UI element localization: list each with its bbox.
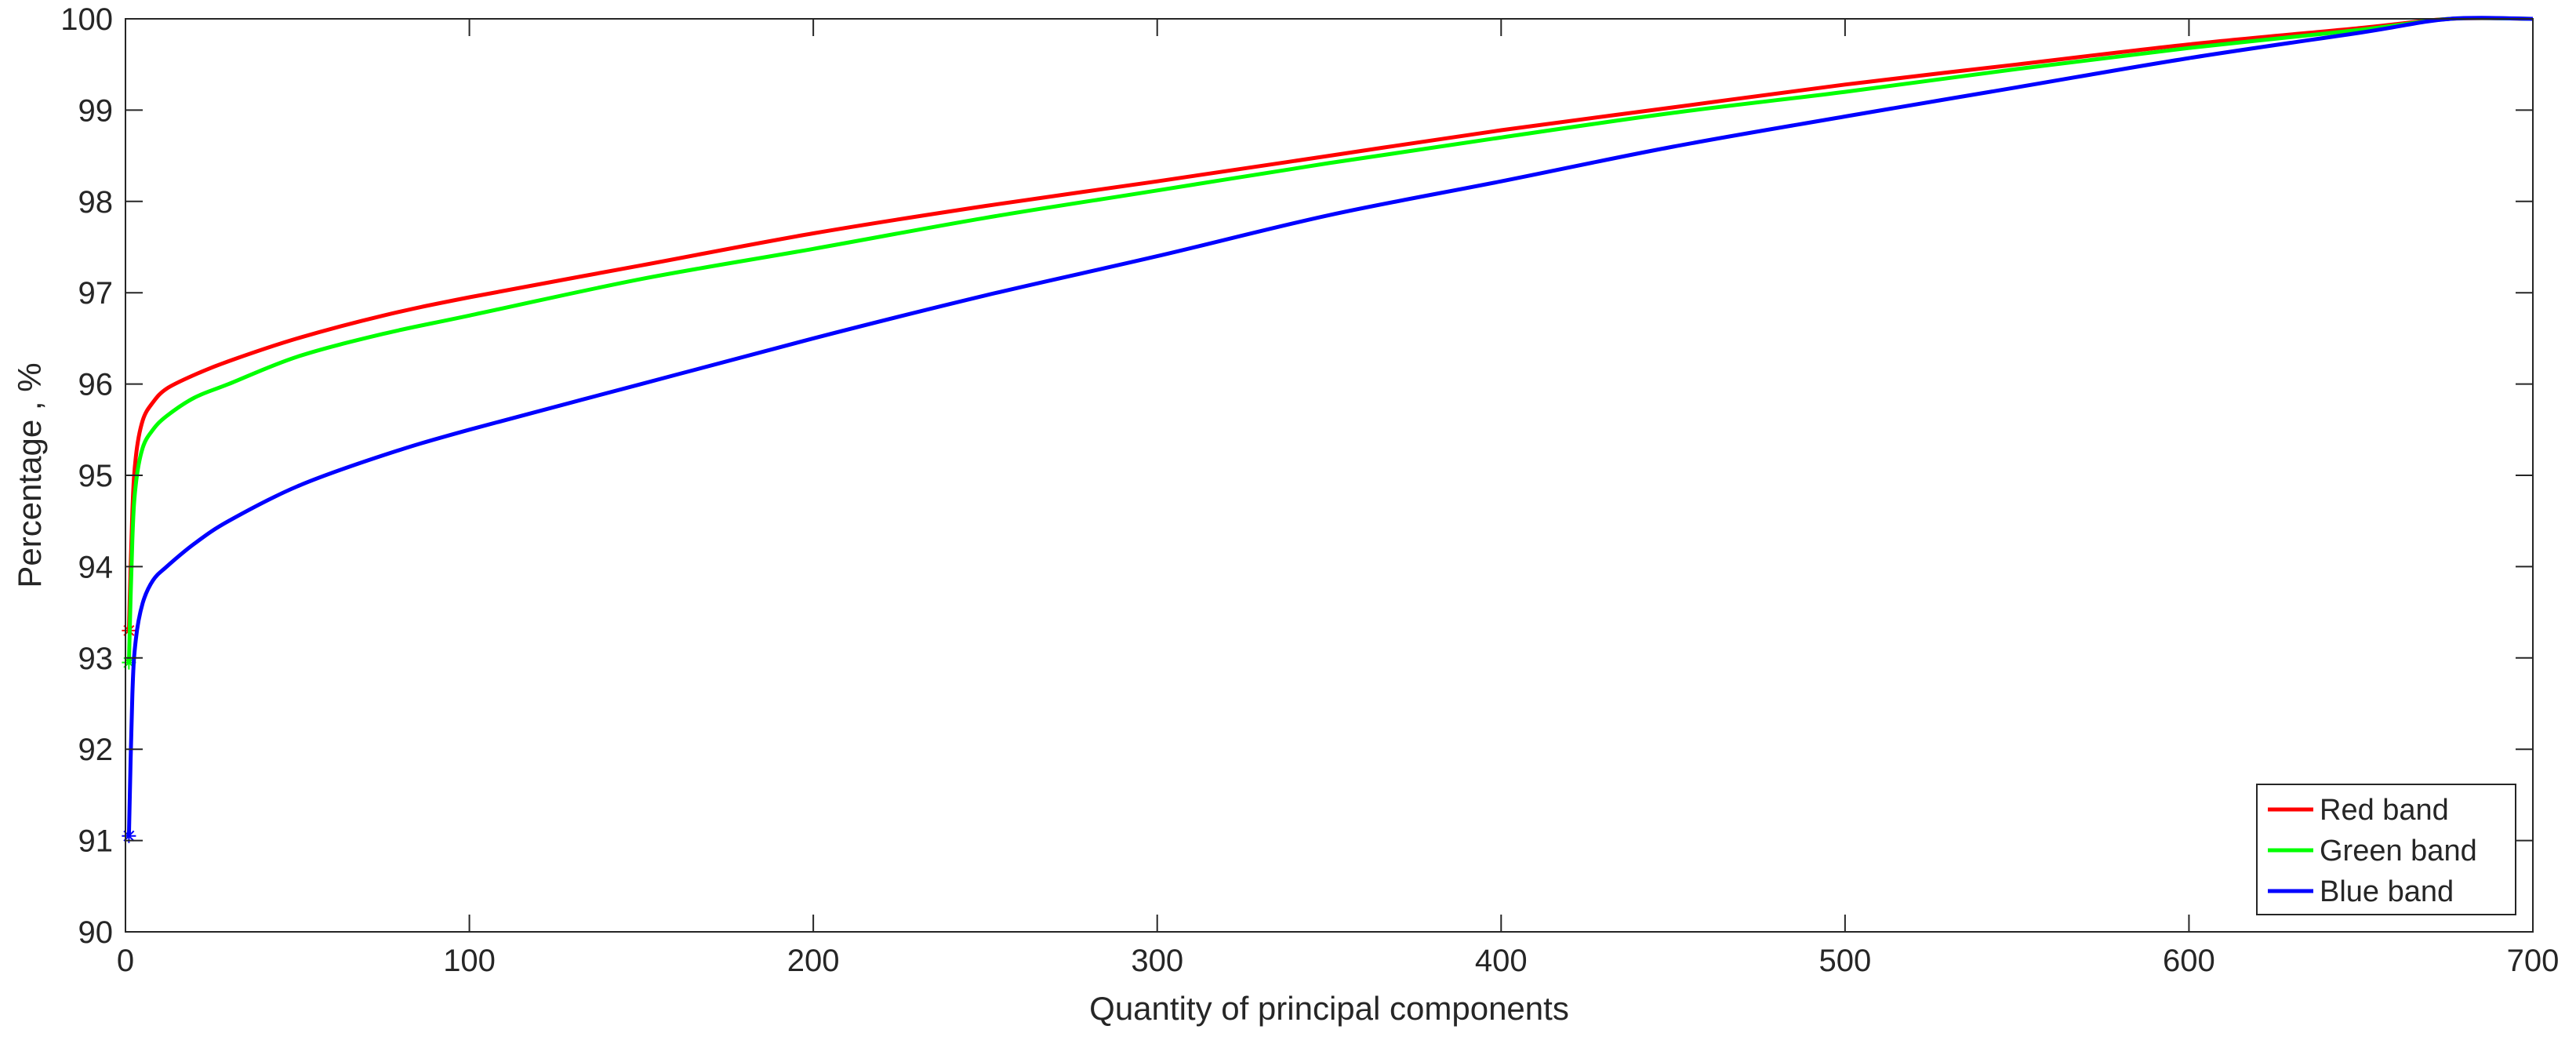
series-line-3	[126, 16, 2534, 836]
x-tick-label: 0	[117, 944, 134, 978]
plot-background	[125, 19, 2533, 932]
series-layer	[122, 16, 2534, 843]
plot-frame	[125, 18, 2534, 933]
y-tick-label: 100	[60, 2, 113, 37]
x-tick-label: 300	[1131, 944, 1183, 978]
x-axis-label: Quantity of principal components	[1089, 990, 1569, 1027]
series-line-2	[126, 16, 2534, 663]
legend-label-2: Green band	[2320, 835, 2477, 868]
y-tick-label: 92	[78, 733, 114, 767]
ticks-layer: 0 100 200 300 400 500 600 700 90 91 92 93 94 95 96 97 98…	[60, 2, 2559, 978]
y-tick-label: 91	[78, 824, 114, 859]
y-tick-label: 96	[78, 368, 114, 402]
legend-label-1: Red band	[2320, 794, 2449, 827]
x-tick-label: 400	[1475, 944, 1528, 978]
y-tick-label: 94	[78, 550, 114, 584]
x-tick-label: 200	[787, 944, 840, 978]
y-tick-label: 93	[78, 642, 114, 676]
x-tick-label: 500	[1818, 944, 1871, 978]
y-axis-label: Percentage , %	[11, 362, 48, 587]
legend: Red band Green band Blue band	[2256, 784, 2516, 915]
series-line-1	[126, 16, 2534, 631]
x-tick-label: 100	[443, 944, 496, 978]
y-tick-label: 95	[78, 459, 114, 493]
x-tick-label: 600	[2163, 944, 2215, 978]
legend-label-3: Blue band	[2320, 875, 2454, 908]
y-tick-label: 99	[78, 93, 114, 128]
x-tick-label: 700	[2507, 944, 2560, 978]
y-tick-label: 90	[78, 915, 114, 950]
y-tick-label: 97	[78, 276, 114, 311]
y-tick-label: 98	[78, 185, 114, 220]
